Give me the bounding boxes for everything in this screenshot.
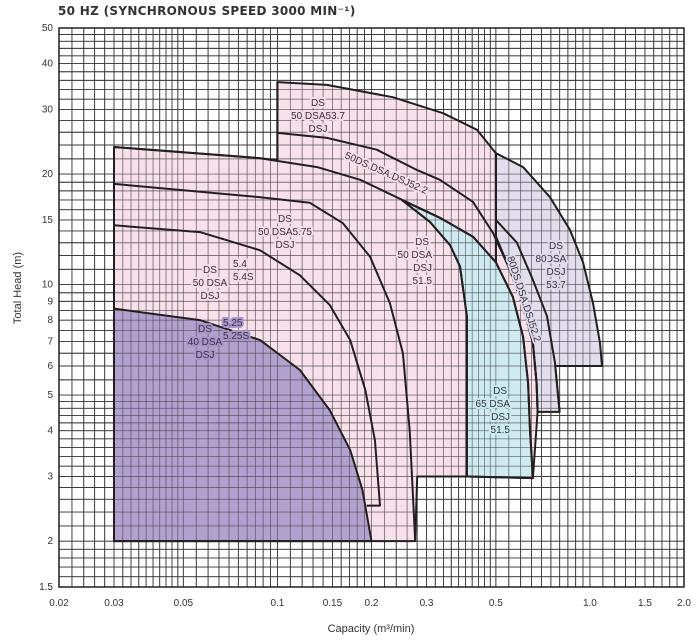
- y-tick-label: 4: [47, 426, 53, 437]
- x-tick-label: 0.3: [420, 598, 434, 609]
- y-tick-label: 50: [42, 23, 54, 34]
- region-purple-40: [114, 308, 372, 542]
- region-label-line: DSJ: [196, 350, 215, 361]
- region-label-line: DS: [198, 324, 212, 335]
- curve-80-52-2: [495, 219, 561, 412]
- curve-5-75: [113, 182, 417, 542]
- boundary-curves: [113, 81, 603, 543]
- region-label-line: DSJ: [276, 240, 295, 251]
- y-tick-label: 30: [42, 104, 54, 115]
- x-tick-label: 0.05: [174, 598, 194, 609]
- region-label-model: 5.4: [233, 259, 247, 270]
- region-label-line: 50 DSA5.75: [258, 227, 312, 238]
- label-65-51-5: DS 65 DSA DSJ 51.5: [474, 384, 513, 438]
- x-axis-label: Capacity (m³/min): [328, 623, 415, 635]
- x-tick-label: 2.0: [677, 598, 691, 609]
- region-label-model: 5.25: [223, 318, 243, 329]
- label-50-51-5: DS 50 DSA DSJ 51.5: [396, 235, 435, 289]
- region-label-line: 50 DSA: [398, 250, 433, 261]
- x-tick-label: 0.5: [489, 598, 503, 609]
- y-tick-label: 5: [47, 390, 53, 401]
- y-tick-label: 8: [47, 315, 53, 326]
- y-tick-label: 15: [42, 215, 54, 226]
- label-50-5-75: DS 50 DSA5.75 DSJ: [256, 212, 314, 253]
- region-label-line: DS: [415, 237, 429, 248]
- region-label-line: DSJ: [309, 124, 328, 135]
- plot-frame: [58, 27, 685, 588]
- chart-title: 50 HZ (SYNCHRONOUS SPEED 3000 MIN⁻¹): [58, 4, 356, 18]
- region-label-line: DSJ: [201, 291, 220, 302]
- label-80-53-7: DS DSA DSJ 53.7 80: [533, 239, 568, 293]
- x-tick-label: 0.03: [104, 598, 124, 609]
- region-label-line: DSJ: [413, 263, 432, 274]
- region-label-model: 5.25S: [223, 331, 249, 342]
- region-label-line: DS: [278, 214, 292, 225]
- y-tick-label: 10: [42, 280, 54, 291]
- x-tick-label: 0.1: [270, 598, 284, 609]
- region-label-prefix: 80: [535, 254, 547, 265]
- region-label-line: DSJ: [491, 412, 510, 423]
- curve-51-5: [113, 146, 534, 479]
- region-label-line: 51.5: [491, 425, 511, 436]
- y-tick-label: 1.5: [39, 582, 53, 593]
- x-tick-label: 1.5: [638, 598, 652, 609]
- region-label-line: 40 DSA: [188, 337, 223, 348]
- x-tick-labels: 0.02 0.03 0.05 0.1 0.15 0.2 0.3 0.5 1.0 1.5 2.0: [49, 598, 691, 609]
- curve-5-4: [113, 224, 381, 507]
- outline-purple-40: [113, 307, 373, 543]
- region-label-line: DS: [493, 386, 507, 397]
- region-label-line: DS: [311, 98, 325, 109]
- y-tick-label: 20: [42, 169, 54, 180]
- region-label-line: 50 DSA: [193, 278, 228, 289]
- label-50-53-7: DS 50 DSA53.7 DSJ: [289, 96, 347, 137]
- region-label-line: 65 DSA: [476, 399, 511, 410]
- y-tick-label: 7: [47, 336, 53, 347]
- y-tick-label: 6: [47, 361, 53, 372]
- y-tick-label: 9: [47, 296, 53, 307]
- y-tick-label: 3: [47, 472, 53, 483]
- x-tick-label: 0.2: [365, 598, 379, 609]
- label-50-5-4: DS 50 DSA DSJ 5.4 5.4S: [191, 257, 256, 304]
- y-tick-labels: 50 40 30 20 15 10 9 8 7 6 5 4 3 2 1.5: [39, 23, 53, 593]
- y-tick-label: 2: [47, 536, 53, 547]
- region-label-line: DS: [549, 241, 563, 252]
- region-label-line: DSJ: [547, 267, 566, 278]
- x-tick-label: 1.0: [583, 598, 597, 609]
- region-label-line: 53.7: [546, 280, 566, 291]
- grid-overlay: [58, 27, 685, 588]
- region-label-line: 51.5: [413, 276, 433, 287]
- x-tick-label: 0.02: [49, 598, 69, 609]
- region-label-line: 50 DSA53.7: [291, 111, 345, 122]
- region-label-line: DS: [203, 265, 217, 276]
- region-label-line: DSA: [546, 254, 567, 265]
- curve-52-2: [277, 131, 539, 412]
- x-tick-label: 0.15: [323, 598, 343, 609]
- label-40-5-25: DS 40 DSA DSJ 5.25 5.25S: [186, 316, 252, 363]
- y-tick-label: 40: [42, 59, 54, 70]
- y-axis-label: Total Head (m): [12, 252, 24, 324]
- curve-65-left: [401, 199, 468, 477]
- region-label-model: 5.4S: [233, 272, 254, 283]
